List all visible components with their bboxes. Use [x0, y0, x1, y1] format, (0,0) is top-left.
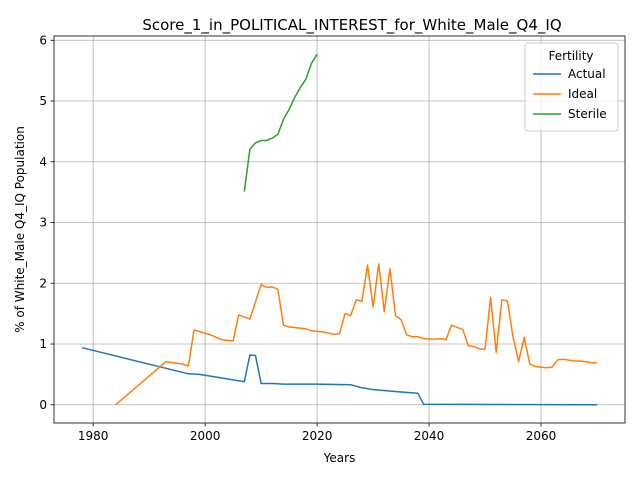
series-line-ideal: [115, 263, 597, 406]
y-tick-label: 4: [39, 155, 47, 169]
series-line-sterile: [243, 53, 318, 192]
y-tick-label: 3: [39, 216, 47, 230]
x-axis-label: Years: [323, 451, 356, 465]
series-line-actual: [81, 346, 598, 406]
y-tick-label: 5: [39, 94, 47, 108]
x-tick-label: 2000: [190, 429, 221, 443]
x-tick-label: 2060: [526, 429, 557, 443]
series-layer: [81, 53, 598, 406]
legend-label-ideal: Ideal: [568, 87, 597, 101]
chart-title: Score_1_in_POLITICAL_INTEREST_for_White_…: [142, 16, 561, 35]
legend-items: Actual Ideal Sterile: [533, 67, 607, 121]
y-axis: 0 1 2 3 4 5 6: [39, 33, 54, 412]
y-tick-label: 1: [39, 337, 47, 351]
legend-label-sterile: Sterile: [568, 107, 607, 121]
y-tick-label: 2: [39, 276, 47, 290]
grid: [54, 36, 625, 423]
y-tick-label: 6: [39, 33, 47, 47]
legend: Fertility Actual Ideal Sterile: [524, 42, 619, 132]
x-tick-label: 1980: [78, 429, 109, 443]
legend-title: Fertility: [548, 49, 593, 63]
x-axis: 1980 2000 2020 2040 2060: [78, 423, 556, 443]
plot-frame: [53, 35, 626, 424]
x-tick-label: 2040: [414, 429, 445, 443]
y-tick-label: 0: [39, 398, 47, 412]
legend-label-actual: Actual: [568, 67, 606, 81]
legend-box: [524, 42, 619, 132]
y-axis-label: % of White_Male Q4_IQ Population: [13, 126, 27, 333]
x-tick-label: 2020: [302, 429, 333, 443]
